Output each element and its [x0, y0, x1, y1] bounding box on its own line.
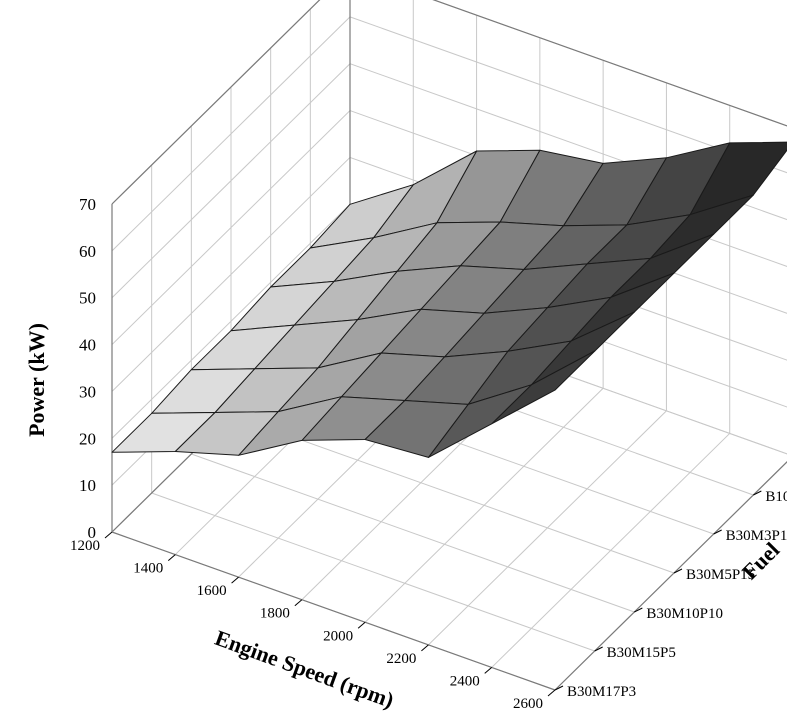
x-tick-mark	[104, 531, 113, 539]
z-tick-label: 50	[79, 289, 96, 308]
x-tick-label: 1600	[197, 583, 227, 599]
z-tick-label: 70	[79, 195, 96, 214]
x-tick-mark	[484, 667, 493, 674]
z-tick-label: 10	[79, 476, 96, 495]
left-wall-gridline	[111, 16, 351, 252]
x-tick-mark	[294, 599, 303, 607]
x-tick-label: 1400	[133, 561, 163, 577]
fuel-tick-label: B100	[765, 489, 787, 505]
frame-edge	[111, 0, 321, 205]
fuel-tick-label: B30M3P17	[726, 528, 787, 544]
x-tick-label: 2600	[513, 696, 543, 712]
surface-patches	[111, 141, 787, 458]
fuel-tick-mark	[673, 568, 683, 574]
x-tick-mark	[167, 554, 176, 561]
left-wall-gridline	[111, 110, 351, 345]
fuel-tick-label: B30M10P10	[646, 606, 723, 622]
frame-edge	[111, 531, 556, 691]
left-wall-gridline	[111, 157, 351, 392]
surface-patch	[174, 411, 279, 456]
z-tick-label: 40	[79, 336, 96, 355]
left-wall-gridline	[111, 203, 351, 439]
fuel-tick-mark	[554, 685, 564, 691]
left-wall-gridline	[111, 63, 351, 299]
x-tick-mark	[547, 689, 556, 697]
floor-gridline	[151, 492, 595, 652]
fuel-tick-label: B30M17P3	[567, 684, 636, 700]
fuel-tick-mark	[634, 607, 643, 613]
back-wall-gridline	[432, 0, 787, 127]
tick-labels: 0 10 20 30 40 50 60 70 1200 1400 1600 1800 2000 2200 2…	[70, 195, 787, 712]
floor-gridline	[191, 453, 635, 613]
x-tick-label: 2400	[450, 673, 480, 689]
z-tick-label: 30	[79, 382, 96, 401]
z-tick-label: 60	[79, 242, 96, 261]
fuel-tick-label: B30M15P5	[607, 645, 676, 661]
x-tick-mark	[231, 576, 239, 584]
fuel-tick-label: B30M5P15	[686, 567, 755, 583]
z-tick-label: 20	[79, 429, 96, 448]
floor-gridline	[230, 414, 675, 574]
surface-patch	[364, 400, 469, 458]
x-tick-label: 2200	[386, 651, 416, 667]
x-tick-mark	[357, 621, 366, 629]
x-tick-mark	[421, 644, 429, 652]
x-axis-title: Engine Speed (rpm)	[212, 625, 397, 713]
fuel-tick-mark	[713, 529, 722, 535]
x-tick-label: 2000	[323, 628, 353, 644]
fuel-tick-mark	[753, 490, 762, 496]
z-tick-label: 0	[88, 523, 97, 542]
z-axis-title: Power (kW)	[24, 323, 49, 437]
x-tick-label: 1200	[70, 538, 100, 554]
x-tick-label: 1800	[260, 606, 290, 622]
frame-edge	[432, 0, 787, 127]
fuel-tick-mark	[594, 646, 603, 652]
